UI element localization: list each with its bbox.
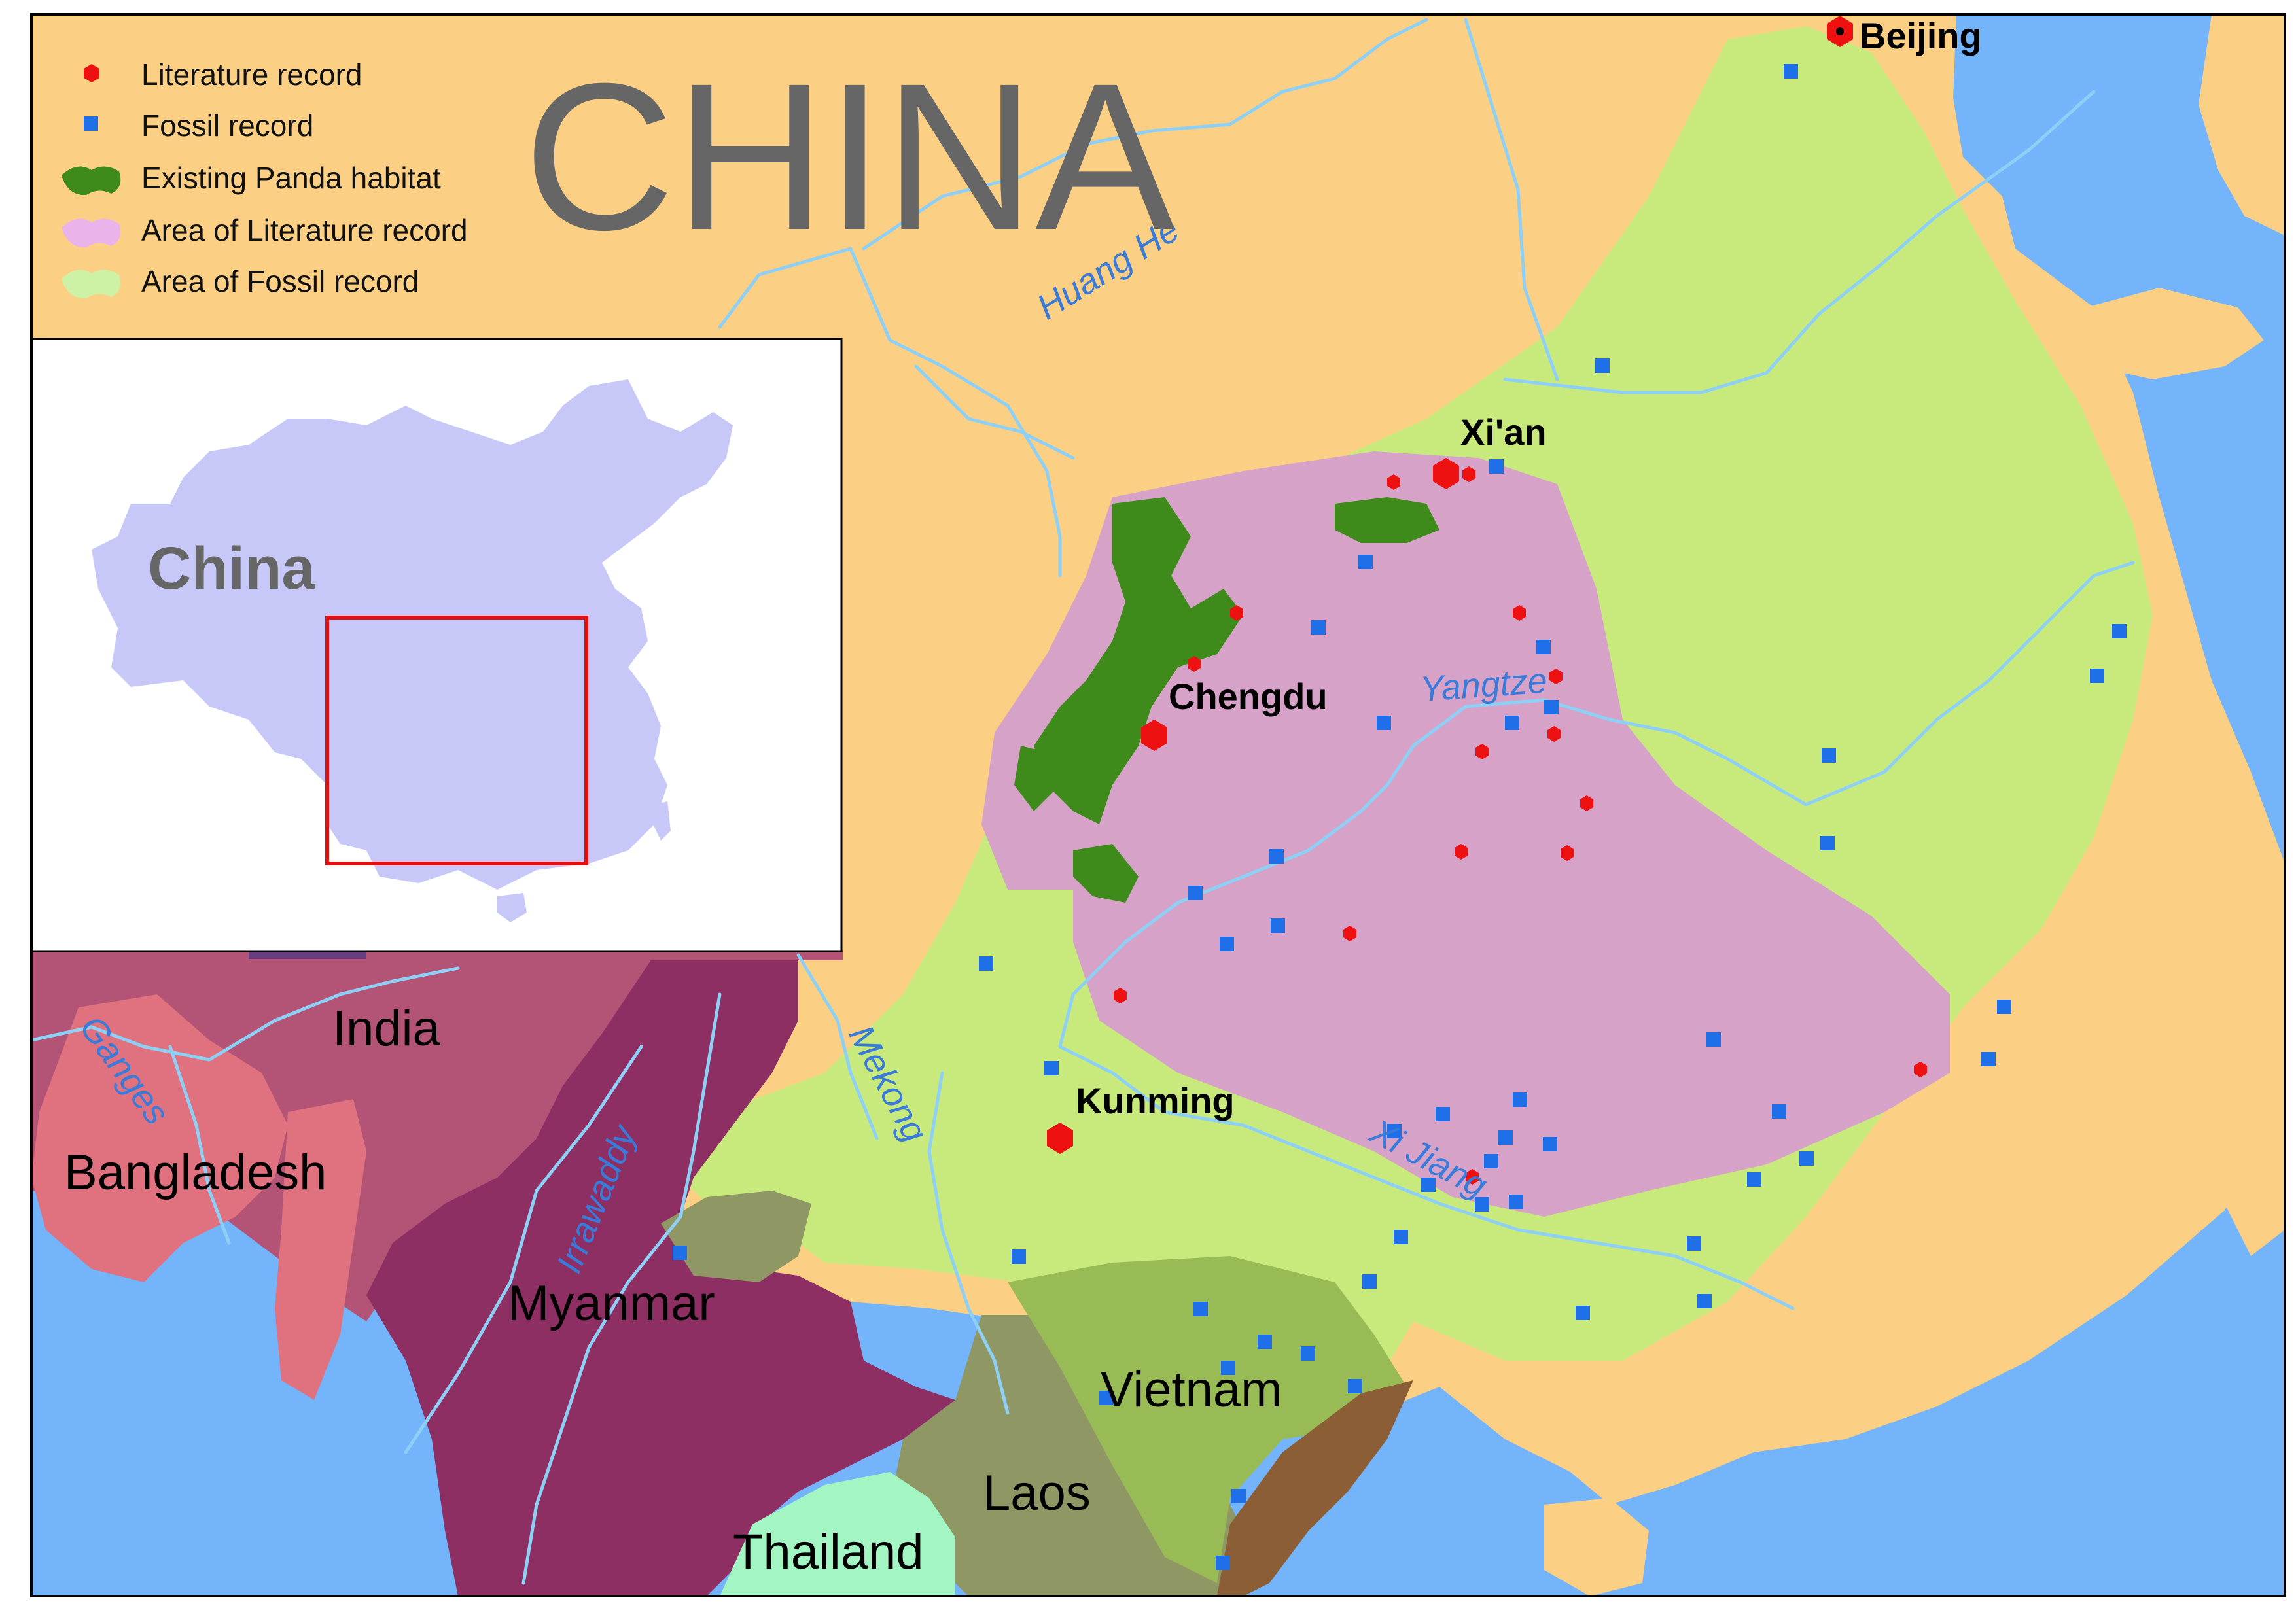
inset-label-china: China — [148, 535, 315, 602]
inset-study-area-box — [325, 616, 588, 865]
literature-record-dots — [1114, 466, 1927, 1185]
border-strip — [31, 950, 843, 960]
legend-literature-label: Literature record — [141, 58, 362, 92]
legend-literature-area-symbol — [62, 218, 121, 248]
river-label-yangtze: Yangtze — [1419, 661, 1549, 709]
legend-literature-symbol — [84, 64, 99, 82]
city-label-beijing: Beijing — [1860, 15, 1982, 56]
xian-marker — [1433, 458, 1459, 489]
country-label-myanmar: Myanmar — [508, 1276, 715, 1331]
city-markers — [1047, 16, 1853, 1154]
inset-map: China — [30, 338, 843, 952]
inset-china-shape — [92, 379, 733, 890]
country-label-bangladesh: Bangladesh — [64, 1145, 327, 1200]
thailand-region — [720, 1472, 955, 1596]
cambodia-coast — [1217, 1380, 1413, 1596]
bangladesh-region — [31, 994, 288, 1282]
city-label-xian: Xi'an — [1460, 411, 1547, 453]
country-label-india: India — [332, 1001, 441, 1056]
map-title: CHINA — [523, 39, 1176, 273]
kunming-marker — [1047, 1123, 1073, 1154]
legend-fossil-area-label: Area of Fossil record — [141, 264, 419, 298]
legend-fossil-area-symbol — [62, 270, 121, 299]
myanmar-region — [366, 955, 955, 1596]
myanmar-north-border-strip — [661, 1191, 811, 1282]
legend-panda-symbol — [62, 166, 121, 196]
hainan-island — [1544, 1498, 1649, 1596]
country-label-laos: Laos — [983, 1465, 1091, 1521]
taiwan-island — [2218, 1047, 2285, 1256]
chengdu-marker — [1141, 720, 1167, 751]
inset-taiwan — [653, 801, 671, 841]
legend-fossil-label: Fossil record — [141, 109, 313, 143]
shandong-peninsula — [2061, 288, 2264, 379]
legend-panda-label: Existing Panda habitat — [141, 161, 441, 195]
inset-hainan — [497, 893, 527, 922]
legend-literature-area-label: Area of Literature record — [141, 213, 468, 247]
rivers — [29, 18, 2135, 1585]
legend-fossil-symbol — [84, 116, 98, 131]
bangladesh-south — [275, 1099, 366, 1400]
legend: Literature record Fossil record Existing… — [62, 58, 468, 299]
panda-habitat — [1014, 497, 1439, 903]
country-label-thailand: Thailand — [733, 1524, 924, 1580]
korea-coast — [2199, 14, 2285, 236]
vietnam-region — [1008, 1256, 1407, 1583]
fossil-record-squares — [673, 64, 2127, 1570]
city-label-kunming: Kunming — [1076, 1080, 1235, 1121]
vietnam-south-lower — [1125, 1439, 1217, 1544]
country-label-vietnam: Vietnam — [1101, 1362, 1282, 1418]
city-label-chengdu: Chengdu — [1169, 676, 1328, 717]
map-frame — [30, 13, 2286, 1597]
beijing-center-dot — [1836, 27, 1844, 35]
